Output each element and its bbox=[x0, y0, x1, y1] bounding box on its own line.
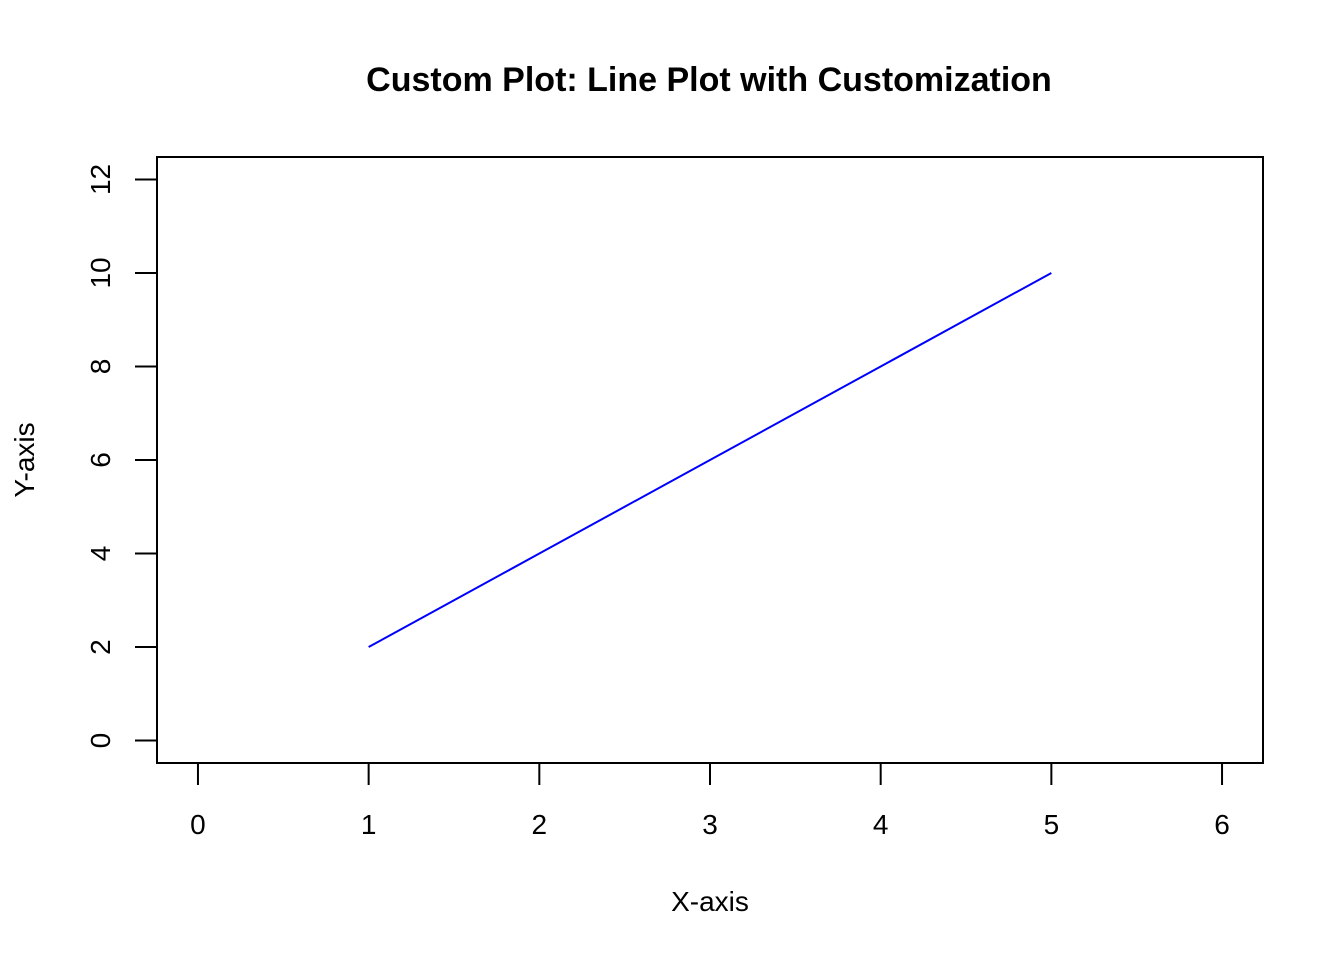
x-tick-label: 3 bbox=[702, 809, 718, 840]
chart-title: Custom Plot: Line Plot with Customizatio… bbox=[366, 61, 1052, 99]
y-tick-label: 2 bbox=[85, 639, 116, 655]
series-line bbox=[368, 272, 1052, 648]
x-tick-label: 4 bbox=[873, 809, 889, 840]
y-tick-label: 4 bbox=[85, 546, 116, 562]
y-tick-label: 10 bbox=[85, 257, 116, 288]
x-tick-label: 2 bbox=[532, 809, 548, 840]
x-axis-label: X-axis bbox=[671, 886, 749, 917]
y-tick-label: 12 bbox=[85, 164, 116, 195]
y-tick-label: 8 bbox=[85, 359, 116, 375]
y-axis-label: Y-axis bbox=[9, 422, 40, 497]
y-axis: 0 2 4 6 8 10 12 bbox=[85, 164, 158, 749]
x-tick-label: 1 bbox=[361, 809, 377, 840]
x-axis: 0 1 2 3 4 5 6 bbox=[190, 762, 1230, 840]
x-tick-label: 0 bbox=[190, 809, 206, 840]
series-layer bbox=[368, 272, 1052, 648]
x-tick-label: 5 bbox=[1044, 809, 1060, 840]
x-tick-label: 6 bbox=[1214, 809, 1230, 840]
y-tick-label: 0 bbox=[85, 733, 116, 749]
y-tick-label: 6 bbox=[85, 452, 116, 468]
